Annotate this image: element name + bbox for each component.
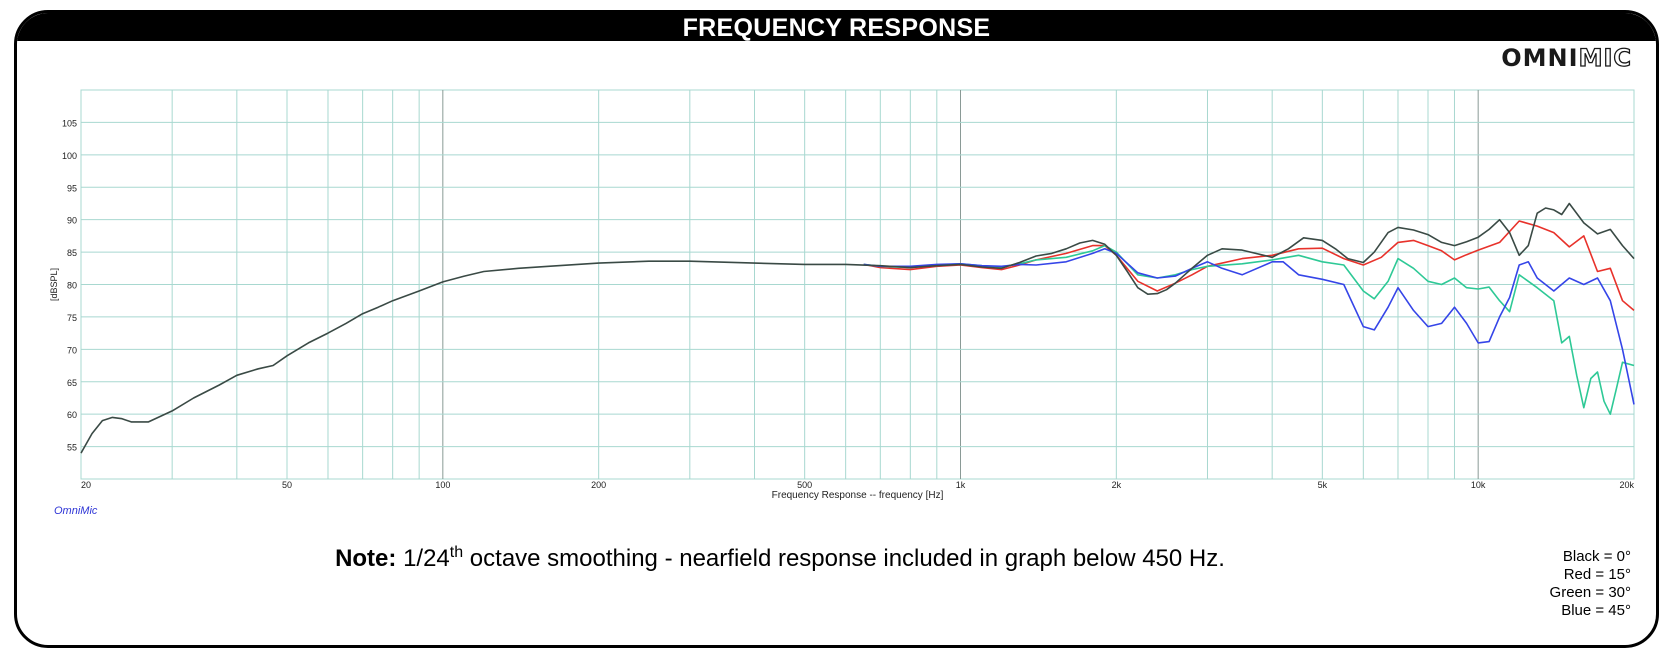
legend-entry-blue: Blue = 45° bbox=[1561, 602, 1631, 619]
y-tick-label: 70 bbox=[67, 345, 77, 355]
logo-solid-text: OMNI bbox=[1501, 44, 1579, 72]
y-tick-label: 95 bbox=[67, 183, 77, 193]
y-tick-label: 75 bbox=[67, 313, 77, 323]
chart-title: FREQUENCY RESPONSE bbox=[682, 14, 991, 42]
chart-frame: FREQUENCY RESPONSE OMNIMIC bbox=[14, 10, 1659, 648]
x-tick-label: 10k bbox=[1471, 480, 1486, 490]
x-tick-label: 500 bbox=[797, 480, 812, 490]
series-line-black bbox=[80, 202, 1635, 454]
note-text: octave smoothing - nearfield response in… bbox=[469, 545, 1225, 572]
note-label: Note: bbox=[335, 545, 397, 572]
x-tick-label: 50 bbox=[282, 480, 292, 490]
note-sup: th bbox=[449, 544, 464, 561]
y-tick-label: 65 bbox=[67, 378, 77, 388]
legend-entry-black: Black = 0° bbox=[1562, 548, 1631, 565]
series-line-red bbox=[863, 220, 1635, 312]
x-tick-label: 20 bbox=[81, 480, 91, 490]
note-pre: 1/24 bbox=[403, 545, 450, 572]
y-axis-label: [dBSPL] bbox=[49, 268, 59, 301]
smoothing-note: Note: 1/24th octave smoothing - nearfiel… bbox=[0, 544, 1560, 573]
x-tick-label: 1k bbox=[956, 480, 966, 490]
y-tick-label: 90 bbox=[67, 216, 77, 226]
x-tick-label: 2k bbox=[1112, 480, 1122, 490]
y-tick-label: 80 bbox=[67, 281, 77, 291]
y-tick-label: 85 bbox=[67, 248, 77, 258]
x-tick-label: 5k bbox=[1318, 480, 1328, 490]
logo-outline-text: MIC bbox=[1578, 43, 1632, 72]
x-tick-label: 200 bbox=[591, 480, 606, 490]
series-line-green bbox=[863, 244, 1635, 415]
x-axis-label: Frequency Response -- frequency [Hz] bbox=[772, 490, 944, 501]
omnimic-watermark: OmniMic bbox=[54, 505, 98, 517]
x-tick-label: 100 bbox=[435, 480, 450, 490]
chart-header: FREQUENCY RESPONSE bbox=[17, 13, 1656, 42]
omnimic-logo: OMNIMIC bbox=[1501, 43, 1632, 72]
legend-entry-red: Red = 15° bbox=[1563, 566, 1631, 583]
x-tick-label: 20k bbox=[1619, 480, 1634, 490]
legend-entry-green: Green = 30° bbox=[1549, 584, 1631, 601]
y-tick-label: 105 bbox=[62, 118, 77, 128]
y-tick-label: 100 bbox=[62, 151, 77, 161]
y-tick-label: 55 bbox=[67, 443, 77, 453]
series-line-blue bbox=[863, 248, 1635, 405]
y-tick-label: 60 bbox=[67, 410, 77, 420]
angle-legend: Black = 0° Red = 15° Green = 30° Blue = … bbox=[1550, 548, 1631, 620]
